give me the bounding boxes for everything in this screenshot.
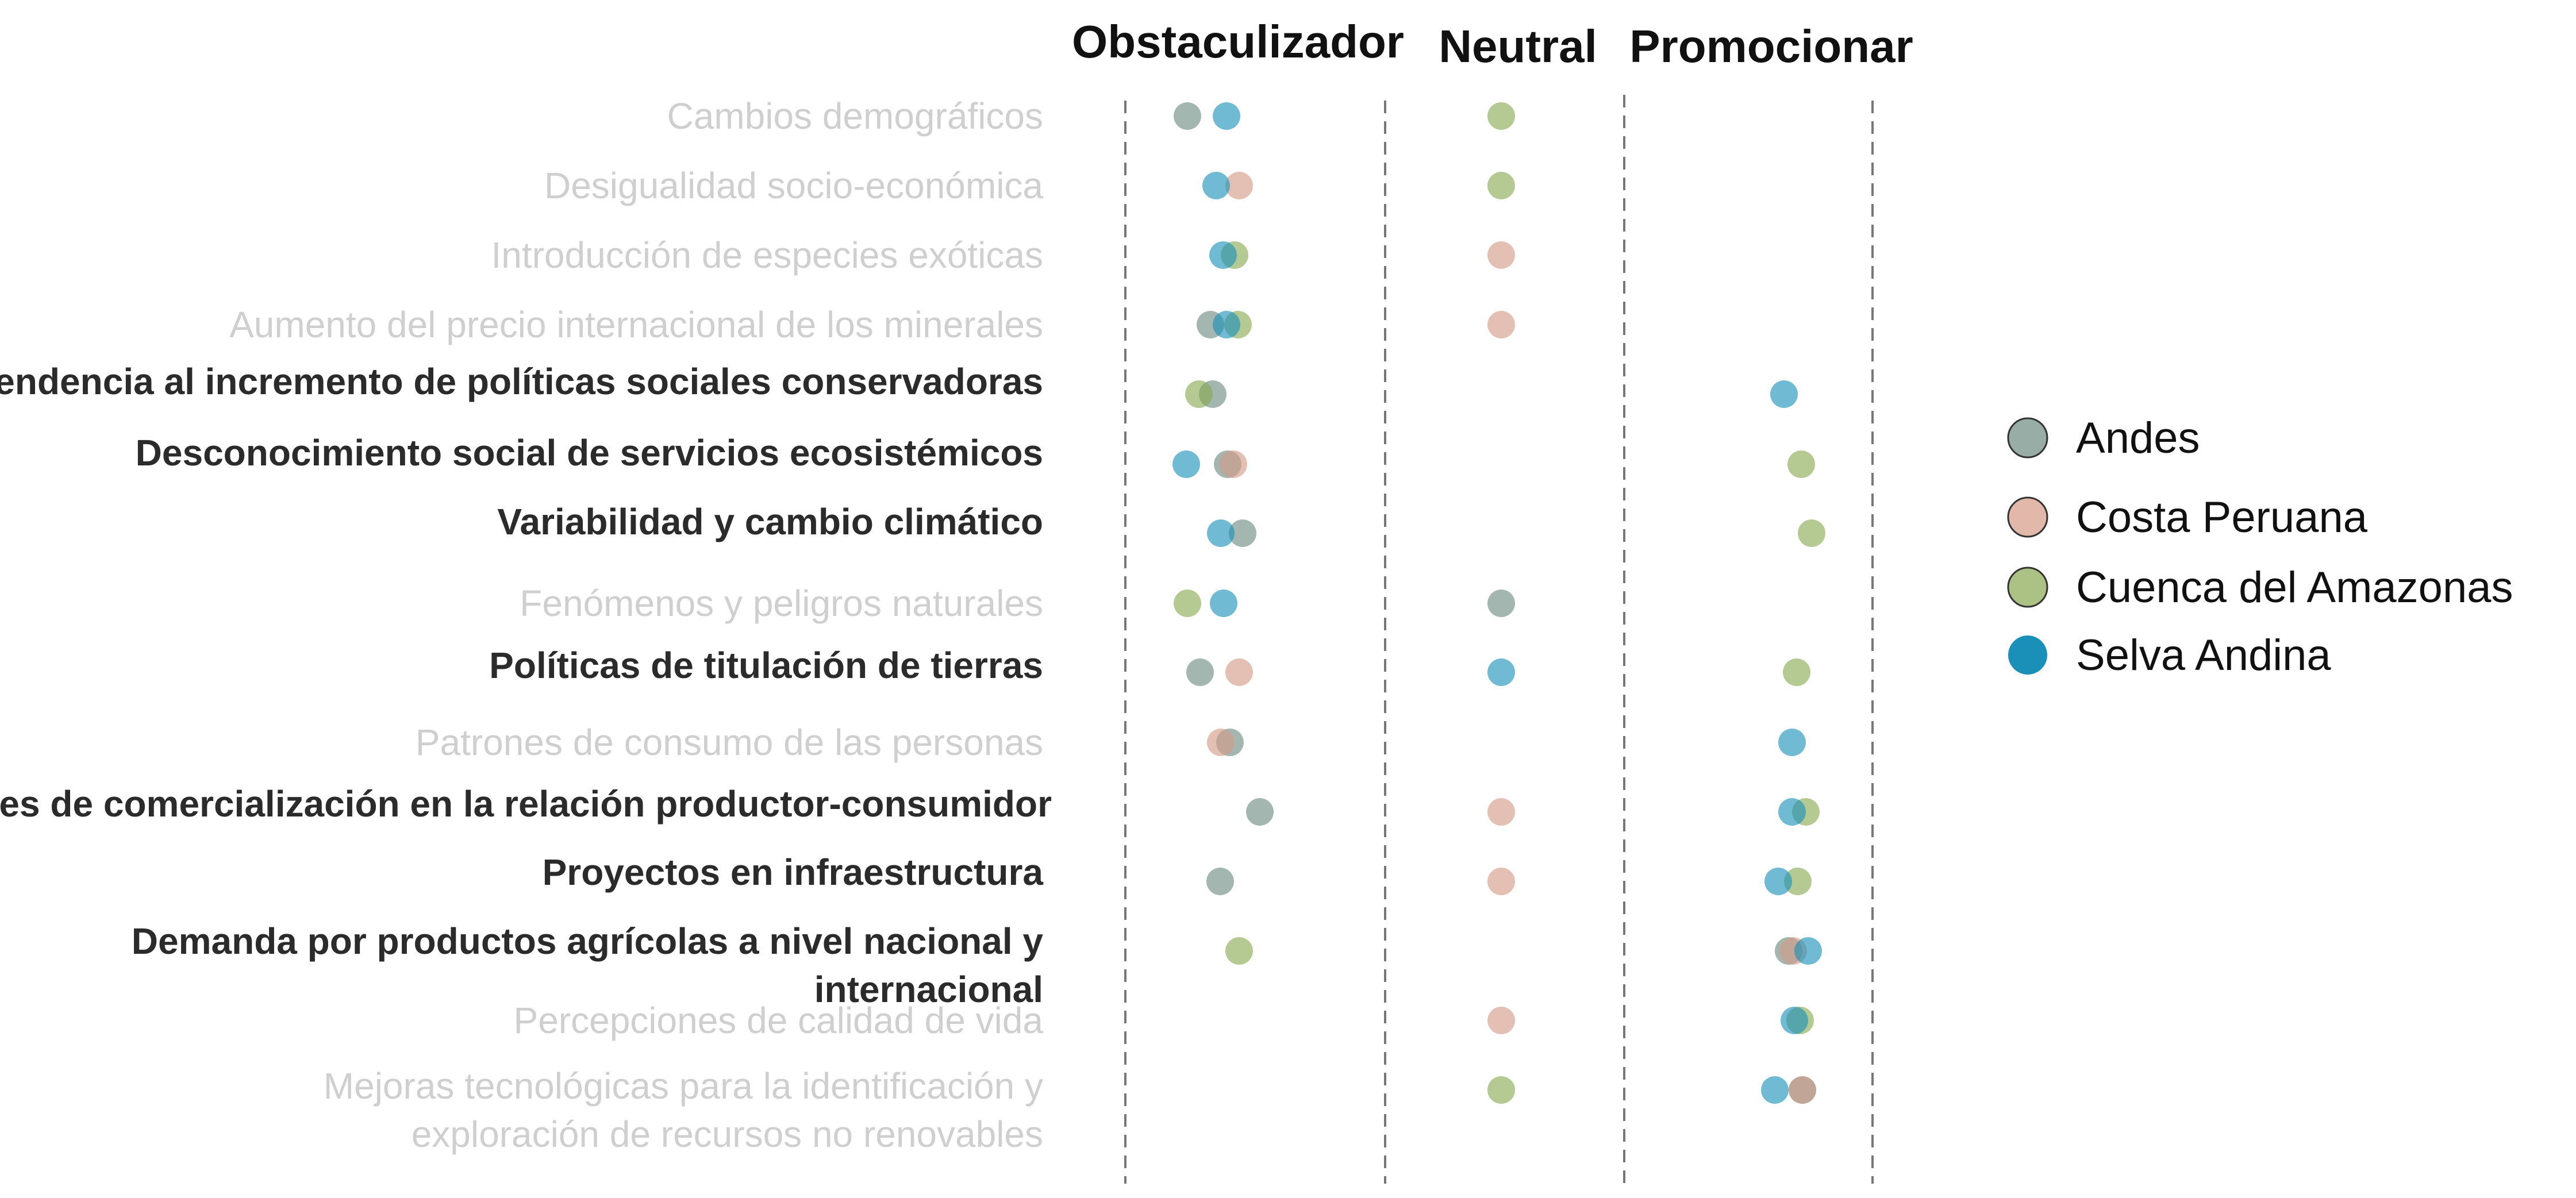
point-cuenca-del-amazonas	[1783, 658, 1810, 686]
row-label: Desconocimiento social de servicios ecos…	[136, 432, 1043, 473]
point-costa-peruana	[1487, 798, 1515, 826]
point-cuenca-del-amazonas	[1784, 868, 1812, 895]
row-label: Tendencia al incremento de políticas soc…	[0, 361, 1043, 402]
point-selva-andina	[1781, 1007, 1808, 1034]
point-cuenca-del-amazonas	[1798, 519, 1825, 547]
legend-marker-costa-peruana	[2007, 496, 2048, 538]
point-costa-peruana	[1487, 311, 1515, 338]
row-label: Fenómenos y peligros naturales	[520, 583, 1043, 624]
point-andes	[1246, 798, 1274, 826]
point-costa-peruana	[1220, 450, 1247, 478]
point-selva-andina	[1210, 590, 1237, 617]
point-costa-peruana	[1225, 172, 1253, 199]
point-selva-andina	[1207, 519, 1235, 547]
row-label: Mejoras tecnológicas para la identificac…	[324, 1065, 1043, 1155]
row-label: Variabilidad y cambio climático	[497, 501, 1043, 542]
data-points	[1172, 102, 1825, 1104]
column-title-neutral: Neutral	[1439, 21, 1597, 72]
row-label: Demanda por productos agrícolas a nivel …	[132, 920, 1044, 1010]
row-labels: Cambios demográficos Desigualidad socio-e…	[0, 95, 1052, 1155]
legend-label-cuenca-del-amazonas: Cuenca del Amazonas	[2076, 563, 2513, 612]
point-andes	[1186, 658, 1214, 686]
legend-label-andes: Andes	[2076, 414, 2200, 463]
point-selva-andina	[1213, 311, 1240, 338]
point-cuenca-del-amazonas	[1174, 590, 1201, 617]
legend-marker-selva-andina	[2008, 635, 2047, 675]
point-andes	[1229, 519, 1256, 547]
legend-marker-andes	[2007, 417, 2048, 459]
point-selva-andina	[1487, 658, 1515, 686]
point-cuenca-del-amazonas	[1487, 102, 1515, 130]
row-label: Percepciones de calidad de vida	[514, 1000, 1044, 1041]
point-cuenca-del-amazonas	[1487, 1076, 1515, 1104]
point-cuenca-del-amazonas	[1787, 450, 1815, 478]
point-cuenca-del-amazonas	[1185, 380, 1213, 408]
point-cuenca-del-amazonas	[1225, 937, 1253, 965]
point-selva-andina	[1778, 798, 1806, 826]
legend-label-selva-andina: Selva Andina	[2076, 631, 2331, 680]
row-label: Políticas de titulación de tierras	[489, 645, 1043, 686]
column-title-obstaculizador: Obstaculizador	[1072, 16, 1404, 67]
row-label: Patrones de consumo de las personas	[416, 722, 1043, 763]
point-selva-andina	[1761, 1076, 1789, 1104]
row-label: Introducción de especies exóticas	[491, 234, 1043, 276]
row-label: Desigualidad socio-económica	[544, 165, 1043, 206]
point-andes	[1174, 102, 1201, 130]
point-selva-andina	[1778, 729, 1806, 756]
point-costa-peruana	[1487, 241, 1515, 269]
point-selva-andina	[1209, 241, 1237, 269]
point-selva-andina	[1213, 102, 1240, 130]
point-selva-andina	[1794, 937, 1822, 965]
point-costa-peruana	[1789, 1076, 1816, 1104]
row-label: Aumento del precio internacional de los …	[229, 304, 1043, 345]
point-selva-andina	[1770, 380, 1798, 408]
legend-marker-cuenca-del-amazonas	[2007, 567, 2048, 608]
point-cuenca-del-amazonas	[1487, 172, 1515, 199]
point-andes	[1487, 590, 1515, 617]
column-title-promocionar: Promocionar	[1629, 21, 1913, 72]
row-label: Proyectos en infraestructura	[543, 852, 1044, 893]
legend: Andes Costa Peruana Cuenca del Amazonas Sel…	[2007, 414, 2513, 680]
point-selva-andina	[1202, 172, 1230, 199]
point-andes	[1206, 868, 1234, 895]
point-selva-andina	[1172, 450, 1200, 478]
row-label: Patrones de comercialización en la relac…	[0, 783, 1052, 825]
point-costa-peruana	[1225, 658, 1253, 686]
point-costa-peruana	[1487, 868, 1515, 895]
point-costa-peruana	[1207, 729, 1235, 756]
point-selva-andina	[1764, 868, 1792, 895]
row-label: Cambios demográficos	[667, 95, 1044, 137]
point-costa-peruana	[1487, 1007, 1515, 1034]
legend-label-costa-peruana: Costa Peruana	[2076, 493, 2368, 542]
